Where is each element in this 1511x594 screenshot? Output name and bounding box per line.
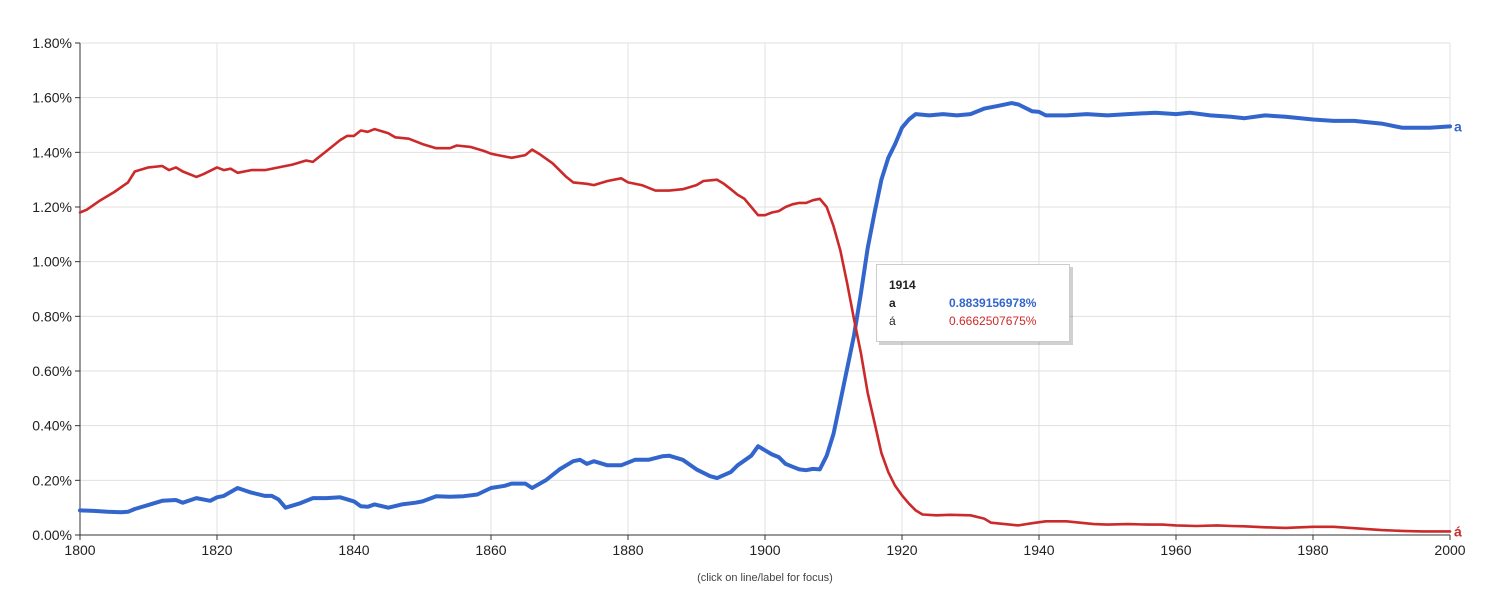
series-label-a-acute[interactable]: á	[1454, 523, 1462, 539]
series-end-labels[interactable]: aá	[1454, 118, 1462, 539]
x-tick-label: 1880	[612, 542, 643, 558]
series-line-a[interactable]	[78, 101, 1452, 515]
y-tick-label: 1.00%	[32, 254, 72, 270]
tooltip-series-name: á	[889, 314, 896, 328]
y-tick-label: 1.80%	[32, 35, 72, 51]
series-label-a[interactable]: a	[1454, 118, 1462, 134]
x-tick-label: 1920	[886, 542, 917, 558]
tooltip-series-value: 0.8839156978%	[949, 296, 1037, 310]
tooltip-series-name: a	[889, 296, 896, 310]
series-lines[interactable]	[78, 101, 1452, 533]
x-tick-label: 1820	[201, 542, 232, 558]
axes: 1800 1820 1840 1860 1880 1900 1920 1940 1960 1980…	[32, 35, 1465, 558]
x-tick-label: 2000	[1434, 542, 1465, 558]
y-tick-label: 0.80%	[32, 308, 72, 324]
y-tick-label: 0.40%	[32, 418, 72, 434]
y-tick-label: 1.20%	[32, 199, 72, 215]
y-tick-label: 0.60%	[32, 363, 72, 379]
y-tick-label: 0.20%	[32, 472, 72, 488]
x-tick-label: 1840	[338, 542, 369, 558]
tooltip-series-value: 0.6662507675%	[949, 314, 1037, 328]
x-tick-label: 1860	[475, 542, 506, 558]
x-tick-label: 1900	[749, 542, 780, 558]
x-tick-label: 1980	[1297, 542, 1328, 558]
tooltip-row-a-acute: á 0.6662507675%	[889, 314, 1059, 330]
x-tick-label: 1800	[64, 542, 95, 558]
tooltip-row-a: a 0.8839156978%	[889, 296, 1059, 312]
focus-hint: (click on line/label for focus)	[697, 572, 833, 584]
series-line-a-acute[interactable]	[78, 127, 1452, 533]
tooltip-year: 1914	[889, 278, 916, 292]
x-tick-label: 1960	[1160, 542, 1191, 558]
y-tick-label: 0.00%	[32, 527, 72, 543]
y-tick-label: 1.60%	[32, 90, 72, 106]
y-tick-label: 1.40%	[32, 144, 72, 160]
x-tick-label: 1940	[1023, 542, 1054, 558]
hover-tooltip: 1914 a 0.8839156978% á 0.6662507675%	[876, 264, 1070, 342]
